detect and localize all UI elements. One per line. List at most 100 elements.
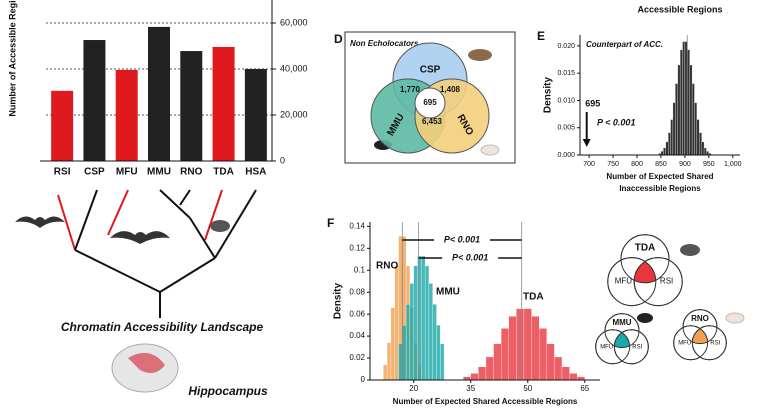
x-axis-label: Number of Expected Shared Accessible Reg… — [393, 397, 578, 406]
series-label: MMU — [436, 287, 460, 298]
mini-venn: RNO MFU RSI — [673, 309, 727, 361]
bar — [212, 46, 235, 161]
chart-title: Counterpart of ACC. — [586, 40, 663, 49]
histogram-bar — [670, 119, 674, 156]
x-tick-label: 950 — [703, 161, 715, 168]
y-tick-label: 0.04 — [349, 331, 365, 340]
phylogeny — [57, 189, 257, 318]
histogram-bar — [546, 343, 555, 381]
histogram-bar — [689, 64, 693, 156]
histogram-bar — [703, 147, 707, 156]
histogram-bar — [409, 283, 414, 381]
histogram-bar — [694, 102, 698, 156]
bar — [83, 40, 106, 161]
bar — [180, 51, 203, 162]
x-tick-label: RSI — [54, 167, 71, 178]
x-tick-label: 800 — [631, 161, 643, 168]
histogram-bar — [675, 83, 678, 156]
y-tick-label: 0.010 — [557, 97, 575, 104]
histogram-bar — [383, 364, 388, 381]
animal-icons — [15, 49, 745, 324]
y-tick-label: 40,000 — [280, 63, 308, 73]
y-tick-label: 0 — [280, 155, 285, 165]
y-tick-label: 0.06 — [349, 309, 365, 318]
histogram-bar — [470, 373, 479, 381]
histogram-bar — [417, 255, 422, 381]
histogram-bar — [677, 64, 681, 156]
venn-right: RSI — [632, 344, 642, 350]
histogram-bar — [672, 102, 676, 156]
y-tick-label: 0 — [361, 375, 366, 384]
bar — [115, 69, 138, 161]
venn-count: 695 — [423, 98, 437, 107]
venn-count: 1,770 — [400, 85, 421, 94]
x-axis-label: Inaccessible Regions — [619, 184, 701, 193]
mini-venn: MMU MFU RSI — [595, 313, 649, 365]
panel-title: Non Echolocators — [350, 39, 419, 48]
x-axis-label: Number of Expected Shared — [606, 172, 713, 181]
histogram-bar — [485, 356, 494, 381]
y-axis-label: Density — [543, 77, 554, 114]
x-tick-label: MFU — [116, 167, 138, 178]
y-tick-label: 0.14 — [349, 221, 365, 230]
y-tick-label: 0.12 — [349, 243, 365, 252]
histogram-bar — [405, 304, 411, 381]
series-label: RNO — [376, 261, 398, 272]
histogram-bar — [386, 342, 392, 381]
x-tick-label: RNO — [180, 167, 202, 178]
histogram-bar — [663, 147, 666, 156]
histogram-bar — [660, 151, 664, 156]
arrow-head — [582, 139, 591, 147]
y-axis-label: Density — [333, 283, 344, 320]
histogram-bar — [493, 343, 502, 381]
venn-left: MFU — [678, 340, 691, 346]
y-tick-label: 0.015 — [557, 70, 575, 77]
panel-label: D — [334, 32, 343, 46]
bar — [148, 26, 170, 161]
x-tick-label: 65 — [580, 384, 589, 393]
venn-right: RSI — [710, 340, 720, 346]
y-tick-label: 0.005 — [557, 125, 575, 132]
histogram-bar — [432, 304, 437, 381]
panel-label: F — [327, 216, 334, 230]
x-tick-label: 35 — [466, 384, 475, 393]
venn-outline — [691, 325, 727, 361]
histogram-bar — [561, 366, 570, 381]
y-axis-label: Number of Accessible Regions — [7, 0, 17, 117]
histogram-bar — [523, 308, 532, 381]
bar — [51, 90, 74, 161]
histogram-bar — [428, 283, 433, 381]
panel-box — [344, 31, 516, 164]
header-text: Accessible Regions — [637, 4, 722, 14]
histogram-bar — [508, 316, 517, 381]
y-tick-label: 0.08 — [349, 287, 365, 296]
histogram-bar — [699, 132, 702, 156]
venn-count: 1,408 — [440, 85, 461, 94]
x-tick-label: 850 — [655, 161, 667, 168]
venn-count: 6,453 — [422, 117, 443, 126]
x-tick-label: 1,000 — [724, 161, 742, 168]
histogram-bar — [440, 343, 445, 381]
histogram-bar — [424, 265, 430, 381]
venn-title: TDA — [635, 243, 656, 254]
x-tick-label: 700 — [583, 161, 595, 168]
venn-outline — [620, 234, 670, 284]
y-tick-label: 20,000 — [280, 109, 308, 119]
histogram-bar — [701, 141, 705, 156]
histogram-bar — [531, 316, 540, 381]
histogram-bar — [402, 324, 407, 381]
histogram-bar — [569, 373, 578, 381]
x-tick-label: 20 — [409, 384, 418, 393]
venn-right: RSI — [660, 277, 673, 286]
venn-outline — [673, 325, 709, 361]
label-bg — [442, 252, 499, 264]
histogram-bar — [682, 41, 686, 156]
venn-left: MFU — [600, 344, 613, 350]
y-tick-label: 0.02 — [349, 353, 365, 362]
venn-outline — [607, 257, 657, 307]
histogram-bar — [665, 141, 669, 156]
venn-left: MFU — [615, 277, 633, 286]
label-bg — [434, 234, 490, 246]
